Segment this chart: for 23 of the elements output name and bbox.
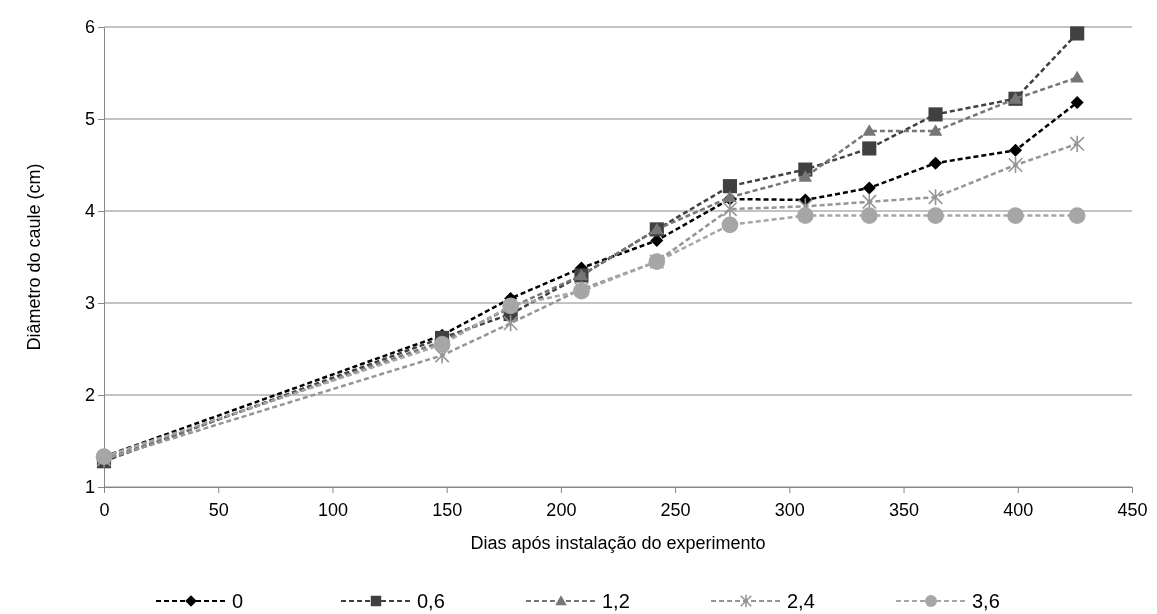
y-tick-label: 4 xyxy=(84,201,95,222)
x-tick-label: 200 xyxy=(546,499,577,520)
x-tick-label: 350 xyxy=(889,499,920,520)
x-tick-label: 150 xyxy=(432,499,463,520)
legend-label: 3,6 xyxy=(972,590,1000,612)
y-tick-label: 2 xyxy=(84,385,95,406)
y-tick-label: 1 xyxy=(84,477,95,498)
y-tick-label: 5 xyxy=(84,109,95,130)
y-tick-label: 6 xyxy=(84,17,95,38)
x-tick-label: 250 xyxy=(660,499,691,520)
x-tick-label: 450 xyxy=(1117,499,1148,520)
x-tick-label: 0 xyxy=(99,499,110,520)
y-axis-title: Diâmetro do caule (cm) xyxy=(24,163,44,351)
x-tick-label: 50 xyxy=(208,499,229,520)
legend-label: 1,2 xyxy=(602,590,630,612)
x-tick-label: 300 xyxy=(774,499,805,520)
legend-label: 2,4 xyxy=(787,590,815,612)
x-tick-label: 400 xyxy=(1003,499,1034,520)
y-tick-label: 3 xyxy=(84,293,95,314)
x-tick-label: 100 xyxy=(317,499,348,520)
x-axis-title: Dias após instalação do experimento xyxy=(470,533,766,553)
legend-label: 0 xyxy=(232,590,244,612)
legend-label: 0,6 xyxy=(417,590,445,612)
